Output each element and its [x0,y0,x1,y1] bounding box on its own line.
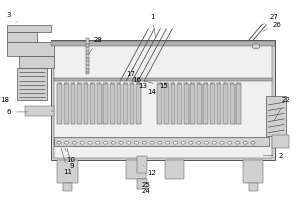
Bar [223,84,228,124]
Bar [136,156,147,173]
Bar [64,84,69,124]
Circle shape [57,141,61,144]
Text: 3: 3 [7,12,17,23]
Bar [86,38,89,74]
Bar [103,84,108,124]
Bar [190,84,195,124]
Text: 6: 6 [7,109,28,115]
Text: 14: 14 [137,82,156,95]
Bar [126,160,146,179]
Circle shape [119,141,123,144]
Circle shape [142,141,146,144]
Circle shape [252,44,260,49]
Text: 15: 15 [144,81,168,89]
Bar [17,68,47,100]
Bar [130,84,134,124]
Circle shape [150,141,154,144]
Text: 1: 1 [150,14,155,38]
Bar [25,106,54,116]
Circle shape [96,141,100,144]
Circle shape [220,141,224,144]
Circle shape [181,141,185,144]
Bar [217,84,221,124]
Bar [63,183,72,191]
Bar [57,84,62,124]
Text: 17: 17 [120,71,135,79]
Bar [90,84,95,124]
Bar [236,84,241,124]
Bar [57,160,78,183]
Bar [272,135,289,148]
Bar [158,84,162,124]
Bar [7,25,52,32]
Circle shape [111,141,116,144]
Bar [136,84,141,124]
Bar [266,96,286,136]
Bar [54,42,272,158]
Text: 22: 22 [274,97,290,121]
Bar [54,78,272,81]
Text: 10: 10 [65,148,75,163]
Text: 27: 27 [260,14,278,27]
Bar [7,32,37,42]
Circle shape [80,141,84,144]
Bar [136,179,147,189]
Circle shape [64,141,69,144]
Bar [117,84,121,124]
Circle shape [236,141,240,144]
Text: 24: 24 [141,185,150,194]
Bar [19,56,54,68]
Circle shape [204,141,208,144]
Text: 12: 12 [143,165,156,176]
Bar [171,84,176,124]
Bar [52,40,275,160]
Circle shape [103,141,108,144]
Circle shape [127,141,131,144]
Bar [197,84,202,124]
Bar [243,160,263,183]
Bar [203,84,208,124]
Circle shape [173,141,178,144]
Text: 16: 16 [126,77,141,83]
Circle shape [228,141,232,144]
Bar [164,84,169,124]
Bar [210,84,215,124]
Text: 18: 18 [1,97,16,103]
Bar [184,84,188,124]
Bar [177,84,182,124]
Bar [110,84,115,124]
Bar [52,41,275,46]
Text: 9: 9 [67,148,74,169]
Text: 28: 28 [89,37,102,54]
Text: 2: 2 [263,153,283,159]
Text: 26: 26 [263,22,281,31]
Circle shape [134,141,139,144]
Bar [97,84,102,124]
Circle shape [158,141,162,144]
Bar [70,84,75,124]
Text: 11: 11 [61,148,72,174]
Bar [165,160,184,179]
Circle shape [212,141,216,144]
Text: 13: 13 [132,81,147,89]
Circle shape [72,141,76,144]
Circle shape [251,141,255,144]
Bar [123,84,128,124]
Circle shape [196,141,201,144]
Bar [7,42,54,56]
Text: 25: 25 [141,182,150,188]
Circle shape [189,141,193,144]
Bar [248,183,257,191]
Bar [230,84,235,124]
Bar [77,84,82,124]
Circle shape [166,141,170,144]
Bar [84,84,88,124]
Circle shape [243,141,247,144]
Bar [54,137,269,146]
Circle shape [88,141,92,144]
